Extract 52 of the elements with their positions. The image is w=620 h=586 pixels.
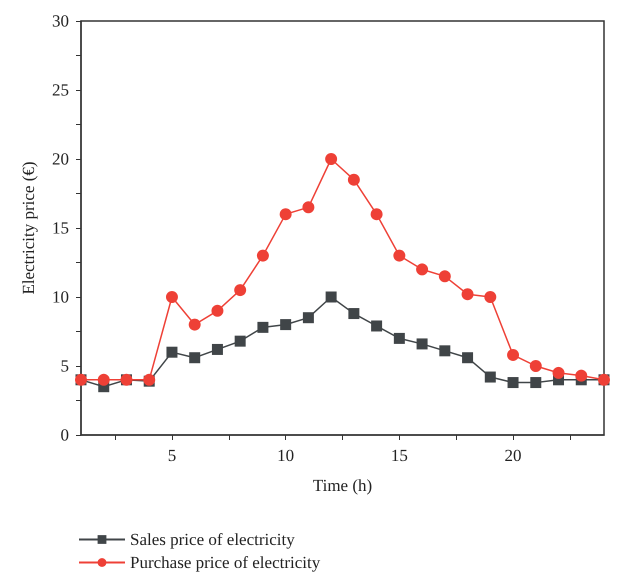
point (394, 332, 405, 344)
point (166, 291, 178, 303)
point (188, 318, 201, 331)
y-tick-label: 20 (52, 150, 69, 168)
point (508, 377, 519, 388)
point (416, 263, 428, 276)
y-tick-label: 30 (52, 12, 69, 30)
legend-label: Sales price of electricity (130, 530, 296, 549)
y-tick-label: 15 (52, 218, 69, 238)
point (348, 174, 360, 186)
point (530, 377, 542, 388)
point (280, 208, 292, 220)
point (462, 352, 474, 364)
y-tick-label: 5 (60, 356, 69, 376)
point (370, 208, 383, 220)
point (280, 319, 292, 330)
point (234, 284, 246, 296)
point (234, 336, 246, 347)
point (552, 366, 565, 379)
point (325, 153, 338, 165)
point (484, 291, 496, 303)
point (575, 370, 588, 382)
point (507, 348, 520, 361)
point (326, 292, 337, 302)
point (302, 201, 314, 214)
point (371, 320, 382, 332)
point (189, 352, 200, 364)
y-tick-label: 0 (60, 426, 69, 444)
point (484, 372, 496, 383)
point (530, 360, 542, 372)
point (302, 312, 314, 324)
point (439, 345, 450, 356)
point (257, 322, 268, 333)
y-tick-label: 10 (52, 288, 69, 306)
point (348, 308, 360, 320)
y-axis-title: Electricity price (€) (19, 161, 38, 295)
point (98, 374, 110, 386)
point (416, 338, 428, 350)
point (211, 304, 224, 317)
point (393, 250, 406, 262)
x-tick-label: 20 (504, 446, 522, 465)
y-tick-label: 25 (52, 80, 69, 100)
point (256, 250, 269, 262)
point (462, 288, 474, 300)
x-tick-label: 10 (277, 446, 294, 465)
x-axis-title: Time (h) (312, 476, 372, 495)
point (166, 346, 178, 358)
x-tick-label: 5 (168, 446, 176, 465)
point (438, 270, 451, 282)
point (212, 344, 223, 355)
x-tick-label: 15 (390, 446, 408, 465)
legend-label: Purchase price of electricity (130, 553, 321, 572)
